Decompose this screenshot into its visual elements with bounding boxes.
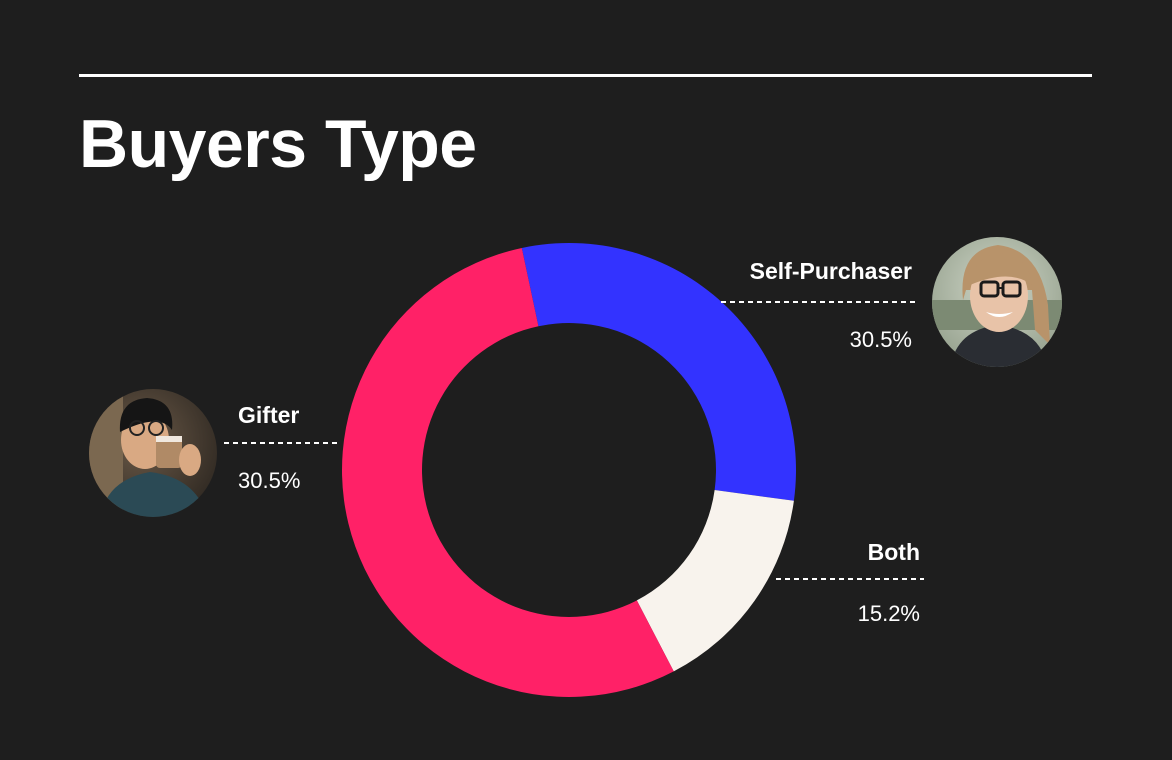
slice-value-both: 15.2% xyxy=(858,601,920,626)
top-divider xyxy=(79,74,1092,77)
woman-with-glasses-photo xyxy=(932,237,1062,367)
donut-slices xyxy=(342,242,796,697)
slice-name-self-purchaser: Self-Purchaser xyxy=(750,258,912,284)
annotation-gifter: Gifter 30.5% xyxy=(224,402,338,493)
donut-slice-both xyxy=(636,489,794,672)
donut-slice-gifter xyxy=(342,247,674,697)
slice-name-gifter: Gifter xyxy=(238,402,299,428)
annotation-both: Both 15.2% xyxy=(776,539,924,626)
donut-slice-self-purchaser xyxy=(521,242,796,501)
slice-value-gifter: 30.5% xyxy=(238,468,300,493)
annotation-self-purchaser: Self-Purchaser 30.5% xyxy=(721,258,917,352)
man-drinking-coffee-photo xyxy=(89,389,217,517)
slice-value-self-purchaser: 30.5% xyxy=(850,327,912,352)
chart-title: Buyers Type xyxy=(79,106,477,182)
slice-name-both: Both xyxy=(868,539,920,565)
